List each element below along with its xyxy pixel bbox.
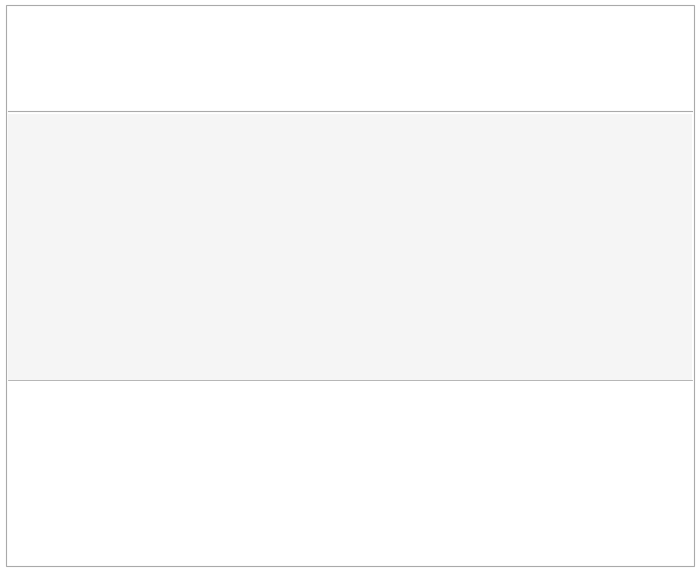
Text: États-Unis: États-Unis [38,97,99,110]
Text: Tendance linéaire
des services: Tendance linéaire des services [294,437,371,456]
Text: Consommation totale: Consommation totale [512,396,607,405]
Text: Zone euro¹: Zone euro¹ [379,97,444,110]
Text: Biens durables: Biens durables [62,396,127,405]
Text: Graphique 2 –  Évolution de la consommation réelle totale et de la consommation : Graphique 2 – Évolution de la consommati… [17,14,650,24]
Text: Tendance linéaire
des biens durables: Tendance linéaire des biens durables [62,437,144,456]
Text: Services: Services [294,396,331,405]
Text: (volumes chaînés, indices, 2018T1=100): (volumes chaînés, indices, 2018T1=100) [17,84,202,93]
Text: Tendance linéaire de la
consommation totale: Tendance linéaire de la consommation tot… [512,437,614,456]
Text: ¹  Les agrégats pour la zone euro ont été obtenus par approximation sur la base : ¹ Les agrégats pour la zone euro ont été… [14,509,584,540]
Text: États-Unis et dans la zone euro: États-Unis et dans la zone euro [17,46,183,55]
Text: Sources: Eurostat, US BEA.: Sources: Eurostat, US BEA. [14,485,130,494]
